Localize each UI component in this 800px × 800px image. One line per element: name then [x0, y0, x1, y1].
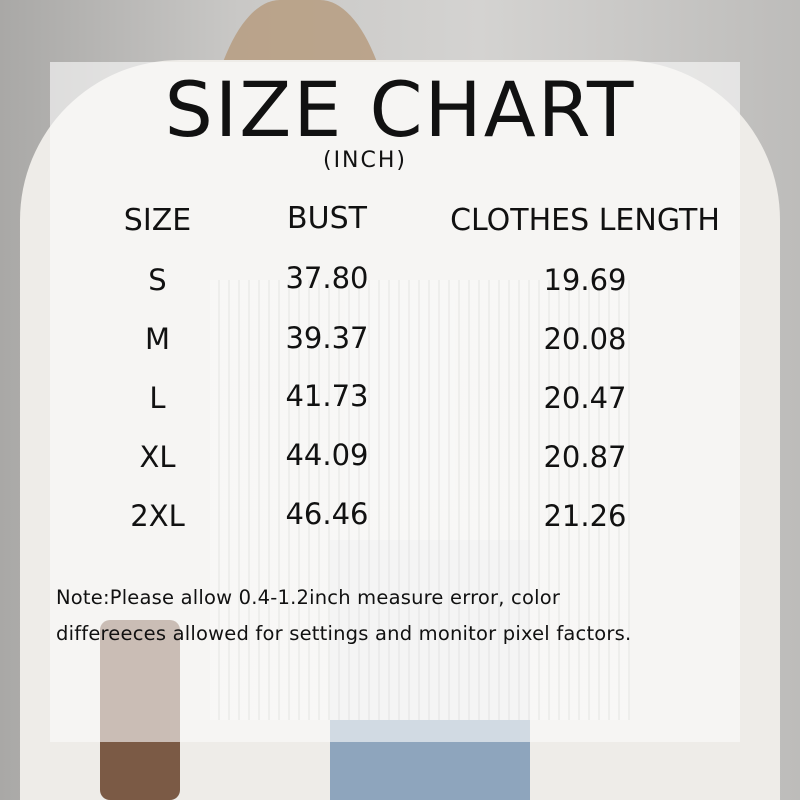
- bust-cell: 41.73: [285, 379, 369, 413]
- length-cell: 20.08: [543, 322, 627, 356]
- size-chart-overlay: [50, 62, 740, 742]
- length-cell: 21.26: [543, 499, 627, 533]
- size-cell: XL: [139, 440, 176, 474]
- note-line-1: Note:Please allow 0.4-1.2inch measure er…: [56, 586, 561, 609]
- header-size: SIZE: [123, 203, 192, 238]
- size-cell: M: [144, 322, 171, 356]
- length-cell: 20.87: [543, 440, 627, 474]
- bust-cell: 46.46: [285, 497, 369, 531]
- note-line-2: differeeces allowed for settings and mon…: [56, 622, 632, 645]
- bust-cell: 44.09: [285, 438, 369, 472]
- length-cell: 20.47: [543, 381, 627, 415]
- bust-cell: 37.80: [285, 261, 369, 295]
- bust-cell: 39.37: [285, 321, 369, 355]
- size-chart-title: SIZE CHART: [164, 65, 636, 154]
- size-cell: L: [149, 381, 166, 415]
- size-cell: 2XL: [130, 499, 185, 533]
- length-cell: 19.69: [543, 263, 627, 297]
- header-bust: BUST: [287, 201, 367, 236]
- unit-label: (INCH): [322, 148, 407, 173]
- header-clothes-length: CLOTHES LENGTH: [450, 203, 720, 238]
- size-cell: S: [148, 263, 167, 297]
